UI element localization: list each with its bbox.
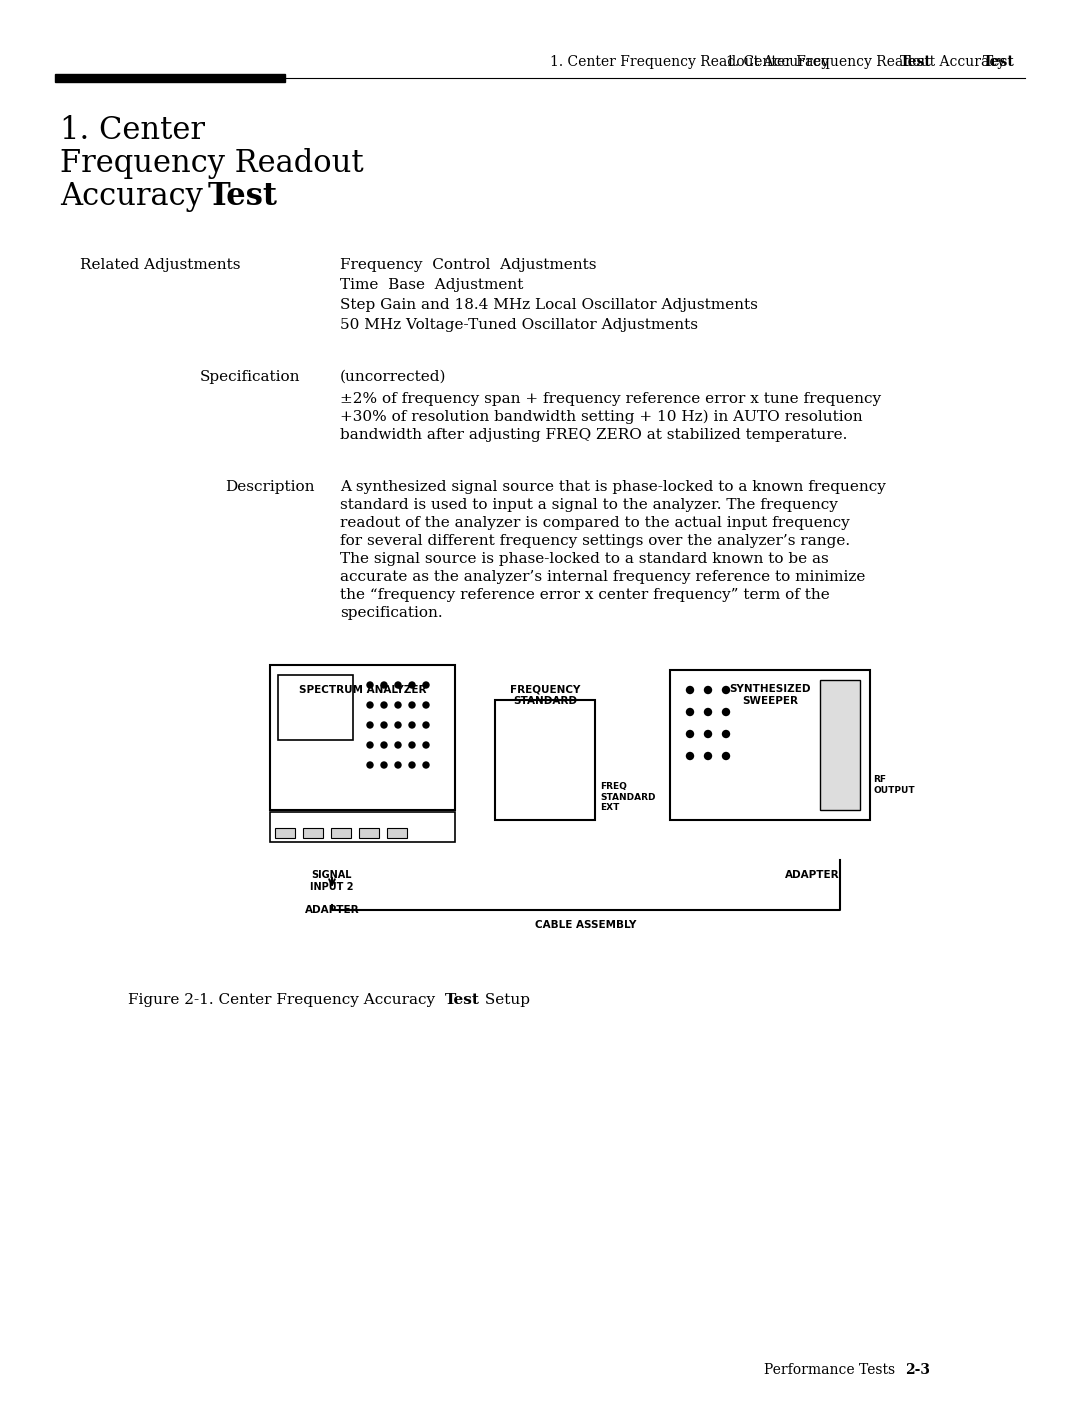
Text: SIGNAL
INPUT 2: SIGNAL INPUT 2 [310, 869, 354, 892]
Circle shape [423, 682, 429, 688]
Text: 1. Center: 1. Center [60, 116, 205, 147]
Text: ADAPTER: ADAPTER [785, 869, 840, 881]
Bar [670, 671, 870, 820]
Circle shape [723, 709, 729, 716]
Circle shape [687, 730, 693, 737]
Circle shape [704, 730, 712, 737]
Circle shape [409, 721, 415, 728]
Text: Description: Description [226, 480, 315, 495]
Text: Frequency Readout: Frequency Readout [60, 148, 364, 179]
Text: Accuracy: Accuracy [60, 180, 213, 211]
Bar [275, 828, 295, 838]
Text: Figure 2-1. Center Frequency Accuracy: Figure 2-1. Center Frequency Accuracy [129, 993, 440, 1007]
Circle shape [409, 702, 415, 707]
Text: Related Adjustments: Related Adjustments [80, 258, 240, 272]
Text: FREQUENCY
STANDARD: FREQUENCY STANDARD [510, 685, 580, 706]
Bar [330, 828, 351, 838]
Circle shape [409, 682, 415, 688]
Circle shape [367, 721, 373, 728]
Text: Frequency  Control  Adjustments: Frequency Control Adjustments [340, 258, 596, 272]
Circle shape [423, 743, 429, 748]
Circle shape [395, 682, 401, 688]
Text: Test: Test [208, 180, 278, 211]
Text: readout of the analyzer is compared to the actual input frequency: readout of the analyzer is compared to t… [340, 516, 850, 530]
Bar [820, 681, 860, 810]
Text: Time  Base  Adjustment: Time Base Adjustment [340, 278, 524, 292]
Text: specification.: specification. [340, 606, 443, 620]
Text: Step Gain and 18.4 MHz Local Oscillator Adjustments: Step Gain and 18.4 MHz Local Oscillator … [340, 297, 758, 311]
Text: +30% of resolution bandwidth setting + 10 Hz) in AUTO resolution: +30% of resolution bandwidth setting + 1… [340, 410, 863, 424]
Text: for several different frequency settings over the analyzer’s range.: for several different frequency settings… [340, 534, 850, 548]
Text: SPECTRUM ANALYZER: SPECTRUM ANALYZER [299, 685, 427, 695]
Text: 1. Center Frequency Readout Accuracy: 1. Center Frequency Readout Accuracy [550, 55, 834, 69]
Bar [387, 828, 407, 838]
Circle shape [723, 752, 729, 759]
Text: CABLE ASSEMBLY: CABLE ASSEMBLY [536, 920, 637, 930]
Circle shape [395, 702, 401, 707]
Circle shape [423, 762, 429, 768]
Bar [270, 665, 455, 810]
Circle shape [704, 709, 712, 716]
Text: A synthesized signal source that is phase-locked to a known frequency: A synthesized signal source that is phas… [340, 480, 886, 495]
Circle shape [381, 721, 387, 728]
Circle shape [423, 721, 429, 728]
Text: Test: Test [445, 993, 480, 1007]
Text: bandwidth after adjusting FREQ ZERO at stabilized temperature.: bandwidth after adjusting FREQ ZERO at s… [340, 428, 848, 442]
Text: Performance Tests: Performance Tests [765, 1363, 900, 1377]
Circle shape [381, 743, 387, 748]
Text: 1. Center Frequency Readout Accuracy: 1. Center Frequency Readout Accuracy [727, 55, 1010, 69]
Text: Test: Test [983, 55, 1015, 69]
Text: ±2% of frequency span + frequency reference error x tune frequency: ±2% of frequency span + frequency refere… [340, 392, 881, 406]
Circle shape [381, 762, 387, 768]
Text: 2-3: 2-3 [905, 1363, 930, 1377]
Text: ADAPTER: ADAPTER [305, 905, 360, 914]
Text: the “frequency reference error x center frequency” term of the: the “frequency reference error x center … [340, 588, 829, 602]
Text: accurate as the analyzer’s internal frequency reference to minimize: accurate as the analyzer’s internal freq… [340, 571, 865, 583]
Circle shape [367, 762, 373, 768]
Text: RF
OUTPUT: RF OUTPUT [873, 775, 915, 795]
Circle shape [367, 702, 373, 707]
Text: The signal source is phase-locked to a standard known to be as: The signal source is phase-locked to a s… [340, 552, 828, 566]
Circle shape [409, 743, 415, 748]
Text: Test: Test [900, 55, 932, 69]
Circle shape [381, 682, 387, 688]
Circle shape [687, 752, 693, 759]
Bar [495, 700, 595, 820]
Text: SYNTHESIZED
SWEEPER: SYNTHESIZED SWEEPER [729, 685, 811, 706]
Circle shape [704, 686, 712, 693]
Bar [278, 675, 353, 740]
Bar [359, 828, 379, 838]
Text: (uncorrected): (uncorrected) [340, 371, 446, 385]
Text: Specification: Specification [200, 371, 300, 385]
Text: FREQ
STANDARD
EXT: FREQ STANDARD EXT [600, 782, 656, 812]
Circle shape [423, 702, 429, 707]
Circle shape [395, 743, 401, 748]
Circle shape [395, 721, 401, 728]
Bar [303, 828, 323, 838]
Circle shape [687, 686, 693, 693]
Circle shape [381, 702, 387, 707]
Circle shape [704, 752, 712, 759]
Text: Setup: Setup [480, 993, 530, 1007]
Circle shape [723, 686, 729, 693]
Bar [270, 812, 455, 843]
Circle shape [723, 730, 729, 737]
Circle shape [409, 762, 415, 768]
Circle shape [395, 762, 401, 768]
Text: 50 MHz Voltage-Tuned Oscillator Adjustments: 50 MHz Voltage-Tuned Oscillator Adjustme… [340, 318, 698, 333]
Circle shape [687, 709, 693, 716]
Circle shape [367, 743, 373, 748]
Circle shape [367, 682, 373, 688]
Text: standard is used to input a signal to the analyzer. The frequency: standard is used to input a signal to th… [340, 497, 838, 511]
Bar [55, 75, 285, 82]
